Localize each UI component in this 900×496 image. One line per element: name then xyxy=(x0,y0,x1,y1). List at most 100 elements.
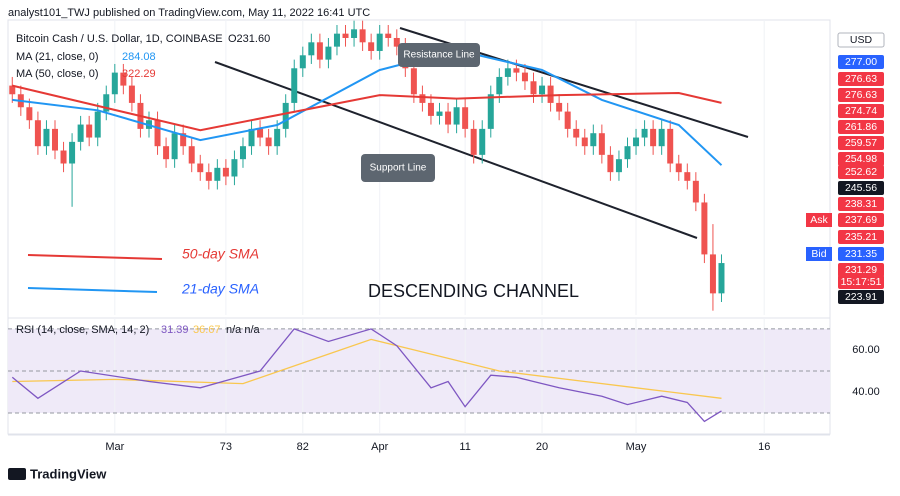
price-tag-label: 261.86 xyxy=(845,121,877,133)
x-tick-label: Mar xyxy=(105,441,124,453)
price-tag-label: 15:17:51 xyxy=(841,276,882,288)
candle-body xyxy=(94,111,101,138)
candle-body xyxy=(205,172,212,181)
candle-body xyxy=(692,180,699,203)
candle-body xyxy=(658,128,665,147)
candle-body xyxy=(641,128,648,138)
candle-body xyxy=(530,81,537,95)
candle-body xyxy=(197,163,204,173)
candle-body xyxy=(650,128,657,147)
candle-body xyxy=(633,137,640,147)
price-tag xyxy=(838,104,884,118)
candle-body xyxy=(436,111,443,116)
candle-body xyxy=(333,33,340,47)
price-tag xyxy=(838,197,884,211)
rsi-tick-label: 60.00 xyxy=(852,344,880,356)
sma21-label: 21-day SMA xyxy=(181,281,259,297)
candle-body xyxy=(239,146,246,160)
candle-body xyxy=(496,76,503,95)
support-label: Support Line xyxy=(370,163,427,174)
candle-body xyxy=(86,124,93,138)
price-tag xyxy=(838,136,884,150)
price-tag xyxy=(838,72,884,86)
price-tag-label: 231.29 xyxy=(845,264,877,276)
rsi-band-fill xyxy=(8,328,830,413)
candle-body xyxy=(351,29,358,38)
candle-body xyxy=(69,141,76,164)
candle-body xyxy=(111,72,118,95)
x-tick-label: 82 xyxy=(297,441,309,453)
candle-body xyxy=(701,202,708,255)
candle-body xyxy=(427,102,434,116)
candle-body xyxy=(248,128,255,147)
legend-value: 284.08 xyxy=(122,51,156,63)
ask-label: Ask xyxy=(810,214,828,226)
header: analyst101_TWJ published on TradingView.… xyxy=(8,7,370,19)
candle-body xyxy=(120,72,127,86)
candle-body xyxy=(43,128,50,147)
plot: Mar 73 82 Apr 11 20 May 16 60.00 40.00 USD 277.00 27… xyxy=(7,19,885,481)
price-tag xyxy=(838,290,884,304)
candle-body xyxy=(445,111,452,125)
price-tag xyxy=(838,152,884,166)
candle-body xyxy=(51,128,58,151)
price-tag-label: 252.62 xyxy=(845,166,877,178)
resistance-box xyxy=(398,43,480,67)
candle-body xyxy=(282,102,289,129)
price-tag xyxy=(838,88,884,102)
candle-body xyxy=(462,107,469,129)
price-tag-label: 276.63 xyxy=(845,73,877,85)
candle-body xyxy=(615,159,622,173)
candle-body xyxy=(385,33,392,38)
candle-body xyxy=(316,42,323,60)
candle-body xyxy=(274,128,281,147)
candle-body xyxy=(103,94,110,112)
price-tag xyxy=(837,32,885,48)
candle-body xyxy=(487,94,494,129)
candle-body xyxy=(299,55,306,69)
candle-body xyxy=(376,33,383,51)
x-tick-label: 73 xyxy=(220,441,232,453)
candle-body xyxy=(581,137,588,147)
sma50-sample xyxy=(27,254,163,260)
candle-body xyxy=(410,68,417,95)
candle-body xyxy=(624,146,631,160)
price-tag-label: 274.74 xyxy=(845,105,877,117)
rsi-sma xyxy=(12,338,722,399)
price-tag-label: 277.00 xyxy=(845,56,877,68)
rsi-line xyxy=(11,328,722,423)
candle-body xyxy=(163,146,170,160)
moving-average xyxy=(12,84,722,132)
sma50-label: 50-day SMA xyxy=(182,246,259,262)
price-tag xyxy=(838,55,884,69)
candle-body xyxy=(188,146,195,164)
rsi-name: RSI (14, close, SMA, 14, 2) xyxy=(16,324,149,336)
candle-body xyxy=(521,72,528,82)
price-tag xyxy=(838,263,884,277)
footer-brand: TradingView xyxy=(30,466,107,481)
candle-body xyxy=(128,85,135,103)
ask-box xyxy=(806,213,832,227)
candle-body xyxy=(359,29,366,43)
candle-body xyxy=(222,167,229,177)
candle-body xyxy=(470,128,477,155)
rsi-value: 31.39 xyxy=(161,324,189,336)
price-tag-label: 235.21 xyxy=(845,231,877,243)
legend-value: 322.29 xyxy=(122,68,156,80)
bid-label: Bid xyxy=(811,248,826,260)
price-tag-label: 276.63 xyxy=(845,89,877,101)
candle-body xyxy=(718,263,725,294)
candle-body xyxy=(342,33,349,38)
resistance-label: Resistance Line xyxy=(403,50,475,61)
price-tag-label: USD xyxy=(850,34,873,46)
candle-body xyxy=(291,68,298,103)
price-tag xyxy=(838,275,884,289)
candle-body xyxy=(556,102,563,112)
candle-body xyxy=(214,167,221,181)
candle-body xyxy=(171,133,178,160)
candle-body xyxy=(590,133,597,147)
candle-body xyxy=(308,42,315,56)
candle-body xyxy=(607,154,614,173)
candle-body xyxy=(573,128,580,138)
